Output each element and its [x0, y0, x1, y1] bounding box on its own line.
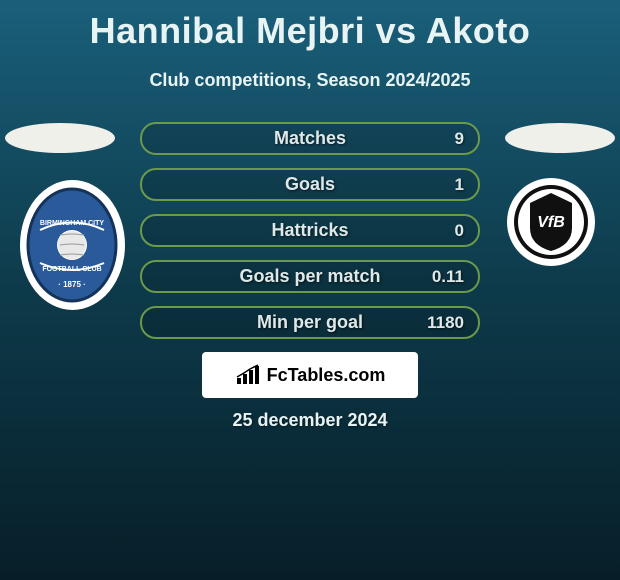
- chart-icon: [235, 364, 263, 386]
- brand-text: FcTables.com: [267, 365, 386, 386]
- svg-text:· 1875 ·: · 1875 ·: [58, 280, 86, 289]
- stat-row-min-per-goal: Min per goal 1180: [140, 306, 480, 339]
- stat-label: Goals: [285, 174, 335, 195]
- player-left-oval: [5, 123, 115, 153]
- stat-value-right: 9: [455, 129, 464, 149]
- svg-text:VfB: VfB: [537, 214, 565, 231]
- stat-row-matches: Matches 9: [140, 122, 480, 155]
- birmingham-badge-icon: BIRMINGHAM CITY FOOTBALL CLUB · 1875 ·: [25, 185, 120, 305]
- club-badge-left: BIRMINGHAM CITY FOOTBALL CLUB · 1875 ·: [20, 180, 125, 310]
- player-right-oval: [505, 123, 615, 153]
- vfb-badge-icon: VfB: [512, 183, 590, 261]
- stat-row-hattricks: Hattricks 0: [140, 214, 480, 247]
- page-title: Hannibal Mejbri vs Akoto: [0, 0, 620, 52]
- stat-value-right: 0.11: [432, 267, 464, 287]
- stat-label: Goals per match: [239, 266, 380, 287]
- subtitle: Club competitions, Season 2024/2025: [0, 70, 620, 91]
- svg-text:FOOTBALL CLUB: FOOTBALL CLUB: [42, 266, 101, 273]
- club-badge-right: VfB: [507, 178, 595, 266]
- svg-text:BIRMINGHAM CITY: BIRMINGHAM CITY: [40, 220, 104, 227]
- stat-value-right: 1: [455, 175, 464, 195]
- stat-label: Matches: [274, 128, 346, 149]
- date-text: 25 december 2024: [0, 410, 620, 431]
- stat-label: Hattricks: [271, 220, 348, 241]
- stat-label: Min per goal: [257, 312, 363, 333]
- stat-value-right: 1180: [427, 313, 464, 333]
- stats-list: Matches 9 Goals 1 Hattricks 0 Goals per …: [140, 122, 480, 352]
- stat-row-goals-per-match: Goals per match 0.11: [140, 260, 480, 293]
- stat-row-goals: Goals 1: [140, 168, 480, 201]
- brand-badge[interactable]: FcTables.com: [202, 352, 418, 398]
- stat-value-right: 0: [455, 221, 464, 241]
